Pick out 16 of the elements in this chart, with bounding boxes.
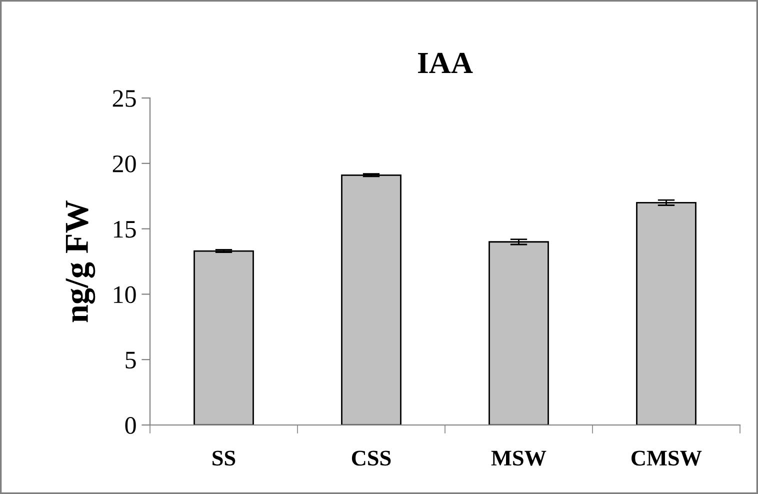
bar xyxy=(636,202,696,425)
chart-title: IAA xyxy=(418,52,473,73)
y-tick-label: 15 xyxy=(114,220,136,238)
y-tick-label: 10 xyxy=(114,286,136,304)
x-tick-label: CSS xyxy=(352,450,391,466)
y-tick-label: 20 xyxy=(112,155,136,172)
bar xyxy=(488,241,549,425)
bar xyxy=(341,174,402,425)
y-tick-label: 5 xyxy=(126,352,136,369)
x-tick-label: CMSW xyxy=(632,450,702,466)
x-tick-label: SS xyxy=(212,450,236,466)
y-tick-label: 25 xyxy=(112,90,136,107)
y-tick-label: 0 xyxy=(125,417,136,434)
bar xyxy=(194,250,254,425)
x-tick-label: MSW xyxy=(491,450,546,466)
y-axis-title: ng/g FW xyxy=(66,200,96,322)
